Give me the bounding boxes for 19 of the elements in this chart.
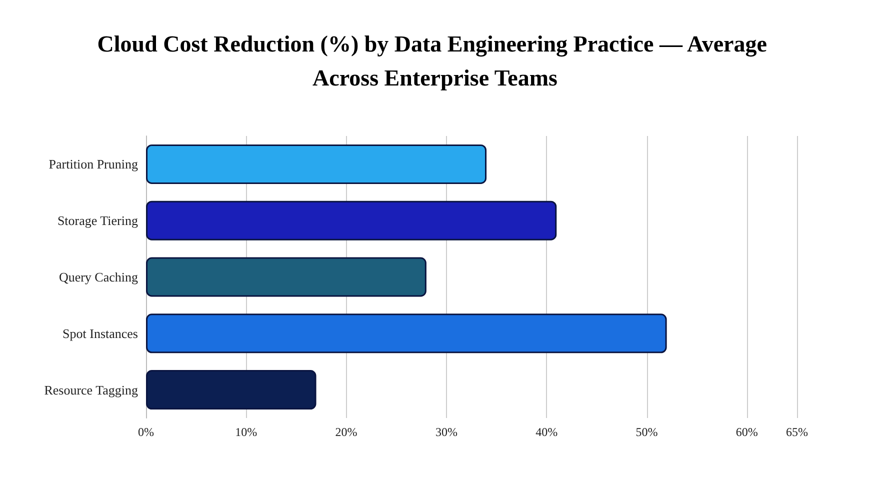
bar bbox=[146, 144, 487, 184]
chart-title: Cloud Cost Reduction (%) by Data Engineering Practice — Average Across Enterprise Teams bbox=[97, 32, 773, 90]
y-tick-label: Partition Pruning bbox=[48, 156, 138, 172]
x-tick-label: 40% bbox=[536, 425, 558, 439]
x-tick-label: 50% bbox=[636, 425, 658, 439]
x-tick-label: 20% bbox=[335, 425, 358, 439]
bar bbox=[146, 370, 316, 410]
x-tick-label: 30% bbox=[435, 425, 458, 439]
bar bbox=[146, 257, 426, 297]
x-tick-label: 65% bbox=[786, 425, 808, 439]
x-tick-label: 0% bbox=[138, 425, 154, 439]
y-tick-label: Resource Tagging bbox=[44, 382, 138, 398]
x-tick-label: 10% bbox=[235, 425, 258, 439]
bar bbox=[146, 314, 667, 354]
y-tick-label: Query Caching bbox=[58, 270, 138, 284]
x-tick-label: 60% bbox=[736, 425, 758, 439]
y-tick-label: Spot Instances bbox=[62, 326, 138, 341]
bar bbox=[146, 200, 557, 240]
y-tick-label: Storage Tiering bbox=[57, 213, 138, 228]
